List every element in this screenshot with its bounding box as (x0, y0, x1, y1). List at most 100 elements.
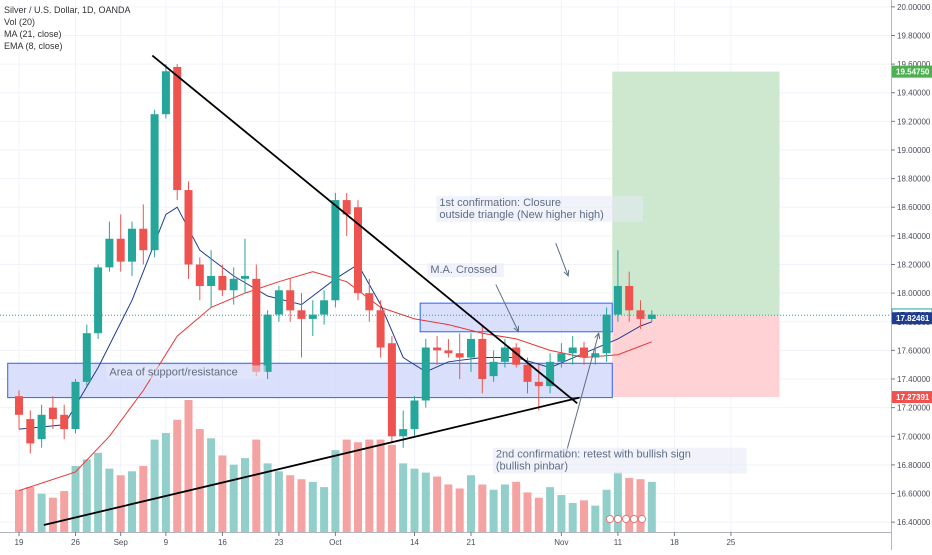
volume-bar (489, 489, 498, 532)
volume-bar (274, 471, 283, 532)
event-badge-icon (629, 514, 639, 524)
candle-body (286, 290, 295, 311)
candle-body (274, 290, 283, 315)
candle-body (241, 275, 249, 279)
time-tick-label: 11 (614, 538, 623, 547)
volume-bar (82, 459, 91, 532)
annotation-line: M.A. Crossed (430, 264, 497, 276)
price-tick-label: 18.00000 (897, 289, 931, 298)
time-tick-label: 26 (71, 538, 80, 547)
volume-bar (444, 484, 453, 532)
volume-bar (433, 476, 442, 532)
candle-body (433, 347, 442, 351)
event-badge-icon (637, 514, 647, 524)
volume-bar (48, 497, 57, 532)
time-tick-label: 14 (410, 538, 419, 547)
volume-bar (184, 400, 193, 532)
candle-body (613, 285, 622, 315)
candle-body (376, 310, 385, 348)
arrow-second-confirmation (564, 332, 601, 458)
ascending-trendline (43, 396, 580, 526)
candle-body (636, 310, 645, 319)
candle-body (105, 238, 114, 268)
candle-body (591, 353, 600, 358)
legend-ma[interactable]: MA (21, close) (4, 29, 62, 39)
target-zone (612, 71, 780, 316)
candle-body (489, 361, 498, 377)
event-badge-icon (621, 514, 631, 524)
event-badges (605, 514, 647, 524)
annotation-line: 1st confirmation: Closure (439, 197, 561, 209)
candle-body (342, 200, 351, 215)
volume-bar (546, 487, 555, 532)
volume-bar (15, 489, 23, 532)
volume-bar (410, 468, 419, 532)
volume-bar (71, 466, 80, 532)
candle-body (512, 347, 521, 365)
volume-bar (263, 463, 272, 532)
candle-body (387, 343, 396, 437)
volume-bar (591, 505, 600, 532)
volume-bar (467, 475, 475, 532)
candle-body (534, 381, 543, 387)
volume-bar (365, 439, 374, 532)
event-badge-icon (613, 514, 623, 524)
price-label: 17.27391 (892, 391, 932, 404)
stop-zone (612, 315, 780, 398)
volume-bar (636, 479, 645, 532)
time-tick-label: 18 (670, 538, 679, 547)
candle-body (71, 381, 80, 430)
volume-bar (60, 491, 69, 532)
candle-body (229, 278, 238, 291)
volume-bar (387, 444, 396, 532)
volume-bar (421, 472, 430, 532)
price-tick-label: 18.40000 (897, 232, 931, 241)
volume-bar (557, 495, 566, 532)
volume-bar (647, 481, 656, 532)
candle-body (297, 310, 306, 319)
volume-bar (26, 487, 35, 532)
time-tick-label: 16 (218, 538, 227, 547)
price-tick-label: 19.00000 (897, 146, 931, 155)
candle-body (263, 314, 272, 372)
volume-bar (229, 464, 238, 532)
price-tick-label: 18.60000 (897, 203, 931, 212)
chart-legend: Silver / U.S. Dollar, 1D, OANDA Vol (20)… (4, 4, 131, 52)
price-tick-label: 19.80000 (897, 31, 931, 40)
candle-body (602, 314, 611, 354)
price-label-text: 19.54750 (896, 68, 930, 77)
annotation-line: outside triangle (New higher high) (439, 209, 603, 221)
volume-bar (523, 492, 532, 532)
candle-body (195, 264, 204, 286)
ma21-line (18, 271, 652, 492)
price-tick-label: 19.20000 (897, 117, 931, 126)
price-axis: 16.40000 16.60000 16.80000 17.00000 17.20000… (891, 3, 932, 527)
legend-symbol[interactable]: Silver / U.S. Dollar, 1D, OANDA (4, 5, 131, 15)
candle-body (82, 333, 91, 382)
volume-bar (286, 475, 295, 532)
candle-body (421, 347, 430, 401)
candle-body (320, 300, 329, 315)
volume-bar (195, 429, 204, 532)
volume-bar (105, 468, 114, 532)
volume-bar (331, 450, 340, 532)
legend-ema[interactable]: EMA (8, close) (4, 41, 63, 51)
time-axis: 19 26 Sep 9 16 23 Oct 14 21 Nov 11 18 25 (15, 532, 736, 547)
candle-body (26, 419, 35, 444)
candle-body (568, 347, 577, 354)
candle-body (161, 71, 170, 115)
legend-volume[interactable]: Vol (20) (4, 17, 36, 27)
price-tick-label: 16.60000 (897, 490, 931, 499)
candle-body (546, 361, 555, 387)
volume-bar (116, 475, 125, 532)
time-tick-label: 25 (726, 538, 735, 547)
volume-bar (568, 502, 577, 532)
price-tick-label: 18.80000 (897, 175, 931, 184)
volume-bar (455, 488, 464, 532)
volume-bar (613, 472, 622, 532)
volume-bar (161, 433, 170, 532)
volume-bar (139, 466, 148, 532)
candle-body (444, 350, 453, 354)
